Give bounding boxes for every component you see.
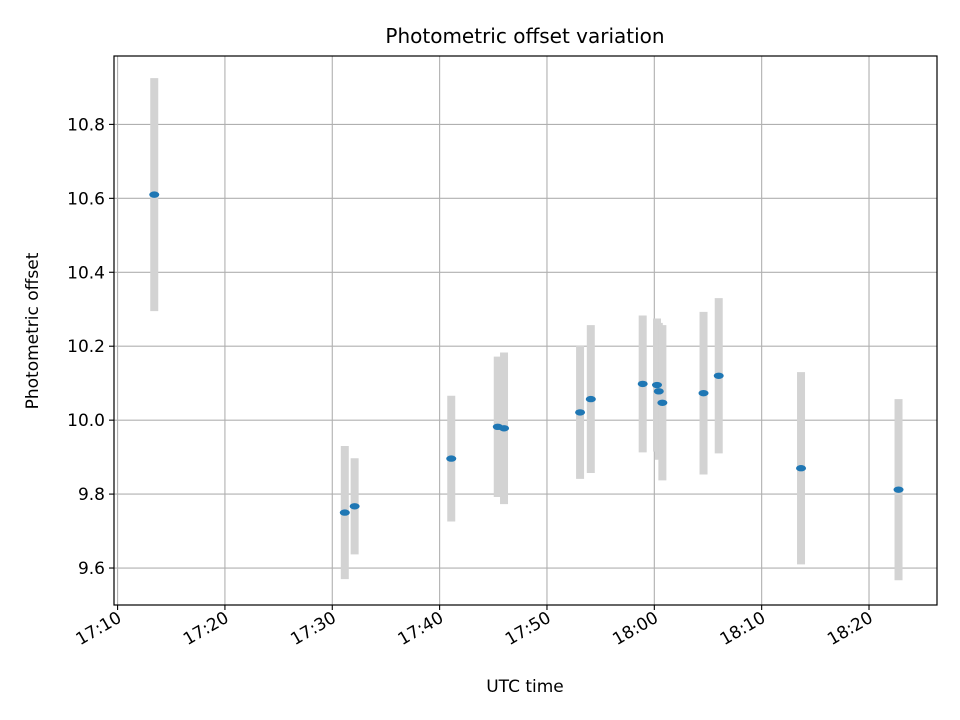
data-point [652, 381, 663, 389]
y-axis-label: Photometric offset [23, 252, 43, 409]
data-points [149, 191, 904, 516]
y-tick-label: 10.6 [67, 189, 105, 209]
plot-frame [113, 55, 938, 606]
data-point [349, 503, 360, 510]
data-point [637, 380, 648, 388]
data-point [339, 509, 350, 516]
y-tick-label: 10.2 [67, 337, 105, 357]
x-axis-label: UTC time [486, 677, 564, 697]
data-point [657, 399, 668, 406]
data-point [446, 455, 457, 462]
data-point [499, 425, 510, 432]
y-tick-label: 9.6 [78, 559, 105, 579]
data-point [149, 191, 160, 198]
y-tick-label: 9.8 [78, 485, 105, 505]
data-point [893, 486, 904, 493]
y-tick-label: 10.4 [67, 263, 105, 283]
data-point [698, 389, 709, 397]
data-point [585, 395, 596, 403]
chart-title: Photometric offset variation [385, 24, 664, 48]
y-tick-label: 10.8 [67, 115, 105, 135]
data-point [796, 465, 807, 472]
y-tick-label: 10.0 [67, 411, 105, 431]
data-point [653, 388, 664, 395]
data-point [713, 372, 724, 379]
data-point [575, 409, 586, 416]
